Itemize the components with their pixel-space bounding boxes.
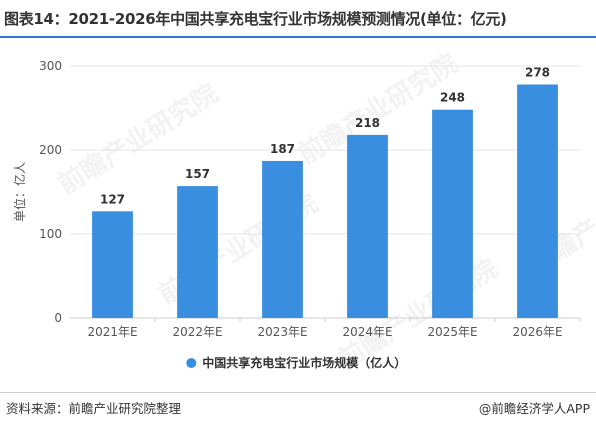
legend-label: 中国共享充电宝行业市场规模（亿人） <box>202 355 406 370</box>
chart-title: 图表14：2021-2026年中国共享充电宝行业市场规模预测情况(单位：亿元) <box>4 10 507 28</box>
bar <box>177 186 218 318</box>
x-tick-label: 2026年E <box>512 325 562 339</box>
title-divider <box>0 36 596 38</box>
chart-area: 0 100 200 300 单位：亿人 127 2021年E 157 2022年E 187 2023… <box>0 40 596 388</box>
data-label: 218 <box>355 116 380 130</box>
data-label: 278 <box>525 65 550 79</box>
brand-credit: @前瞻经济学人APP <box>478 401 590 416</box>
data-label: 157 <box>185 167 210 181</box>
bar <box>432 109 473 319</box>
y-tick-label: 100 <box>39 227 62 241</box>
y-axis-label: 单位：亿人 <box>12 162 27 222</box>
x-tick-label: 2021年E <box>87 325 137 339</box>
y-tick-label: 200 <box>39 143 62 157</box>
bar-chart: 0 100 200 300 单位：亿人 127 2021年E 157 2022年E 187 2023… <box>12 59 581 370</box>
x-tick-label: 2024年E <box>342 325 392 339</box>
bar <box>92 211 133 318</box>
legend-marker <box>186 358 197 368</box>
bar <box>347 134 388 318</box>
source-note: 资料来源：前瞻产业研究院整理 <box>6 401 182 416</box>
bar <box>517 84 558 318</box>
data-label: 187 <box>270 142 295 156</box>
footer-divider <box>0 392 596 393</box>
data-label: 248 <box>440 91 465 105</box>
x-tick-label: 2023年E <box>257 325 307 339</box>
x-tick-label: 2022年E <box>172 325 222 339</box>
y-tick-label: 300 <box>39 59 62 73</box>
data-label: 127 <box>100 192 125 206</box>
x-tick-label: 2025年E <box>427 325 477 339</box>
y-tick-label: 0 <box>54 311 62 325</box>
bar <box>262 160 303 318</box>
